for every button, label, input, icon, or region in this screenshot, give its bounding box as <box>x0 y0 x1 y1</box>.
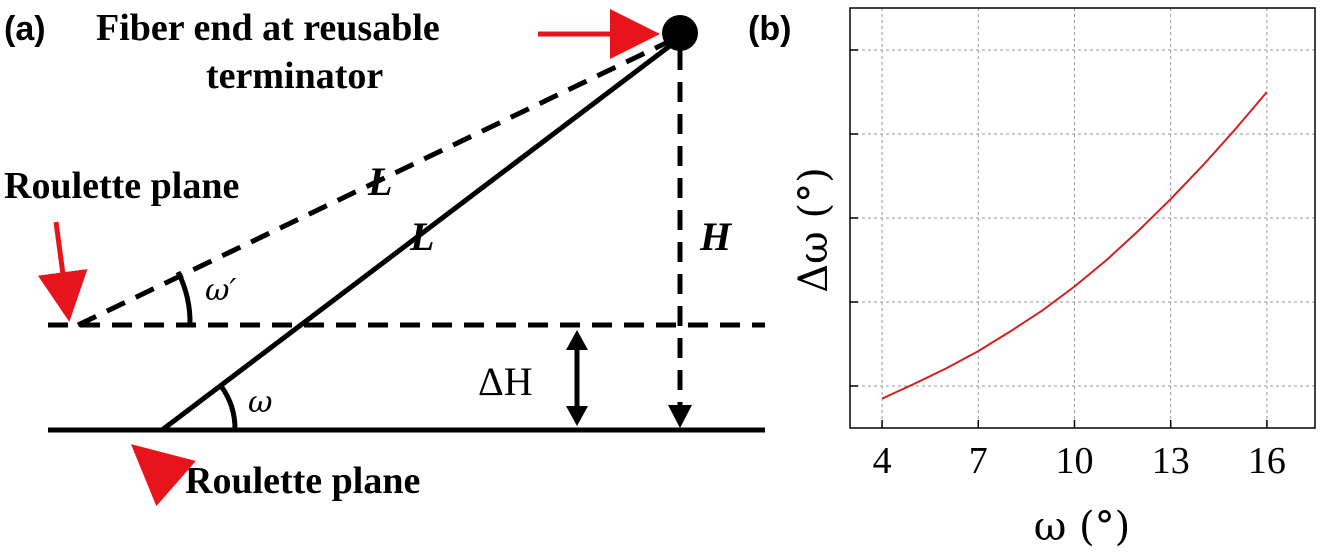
chart-x-tick-label: 13 <box>1152 440 1190 482</box>
chart-x-tick-label: 4 <box>873 440 892 482</box>
chart-y-axis-label: Δω (°) <box>791 167 837 292</box>
chart-x-tick-label: 10 <box>1055 440 1093 482</box>
fiber-end-label-line1: Fiber end at reusable <box>96 7 440 49</box>
chart-x-ticks: 4 7 10 13 16 <box>873 420 1286 482</box>
height-label: H <box>699 214 733 259</box>
chart-plot-frame <box>849 7 1316 429</box>
panel-a: (a) Fiber end at reusable terminator L L… <box>4 7 765 507</box>
chart-y-ticks <box>850 49 858 387</box>
delta-h-arrowhead-down <box>566 406 588 426</box>
delta-h-arrowhead-up <box>566 330 588 350</box>
omega-arc <box>218 384 238 431</box>
chart-grid <box>850 8 1315 428</box>
chart-x-tick-label: 16 <box>1248 440 1286 482</box>
panel-a-label: (a) <box>4 10 46 48</box>
dashed-length-label: L <box>367 159 392 204</box>
lower-plane-pointer-arrow <box>130 444 196 507</box>
height-arrowhead <box>668 405 692 428</box>
panel-b: (b) 4 7 10 13 16 ω (°) Δω (°) <box>748 7 1316 550</box>
lower-roulette-plane-label: Roulette plane <box>185 460 420 502</box>
delta-h-label: ΔH <box>478 359 533 404</box>
omega-label: ω <box>248 385 272 420</box>
omega-prime-label: ω′ <box>205 273 236 308</box>
solid-fiber-line <box>160 40 677 432</box>
fiber-end-label-line2: terminator <box>206 55 383 97</box>
chart-x-axis-label: ω (°) <box>1034 504 1131 550</box>
omega-prime-arc <box>175 270 193 326</box>
panel-b-label: (b) <box>748 10 791 48</box>
upper-plane-pointer-arrow <box>37 221 88 322</box>
chart-series-line <box>881 91 1268 400</box>
upper-roulette-plane-label: Roulette plane <box>4 165 239 207</box>
dashed-fiber-line <box>76 39 670 328</box>
chart-x-tick-label: 7 <box>969 440 988 482</box>
solid-length-label: L <box>409 214 434 259</box>
